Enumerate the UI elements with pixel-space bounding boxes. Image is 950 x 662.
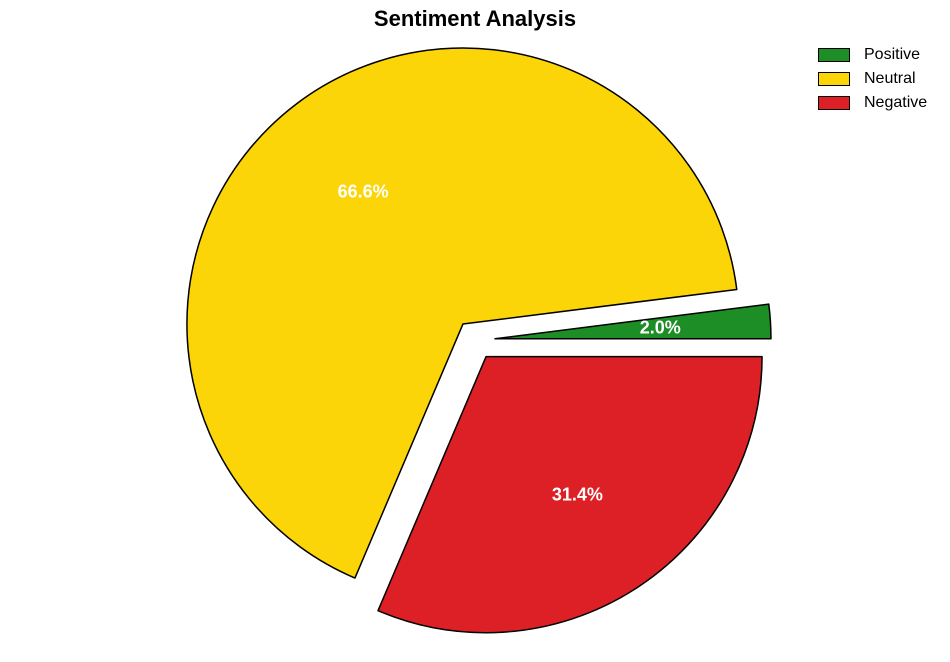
legend-label: Positive xyxy=(864,46,920,64)
legend-swatch-positive xyxy=(818,48,850,62)
legend-item-neutral: Neutral xyxy=(818,70,927,88)
legend-swatch-neutral xyxy=(818,72,850,86)
chart-container: Sentiment Analysis PositiveNeutralNegati… xyxy=(0,0,950,662)
slice-label-positive: 2.0% xyxy=(640,318,681,339)
pie-chart xyxy=(0,0,950,662)
slice-label-negative: 31.4% xyxy=(552,484,603,505)
legend-label: Neutral xyxy=(864,70,916,88)
legend-item-negative: Negative xyxy=(818,94,927,112)
legend-item-positive: Positive xyxy=(818,46,927,64)
slice-label-neutral: 66.6% xyxy=(338,181,389,202)
legend-swatch-negative xyxy=(818,96,850,110)
legend: Positive Neutral Negative xyxy=(818,46,927,118)
legend-label: Negative xyxy=(864,94,927,112)
